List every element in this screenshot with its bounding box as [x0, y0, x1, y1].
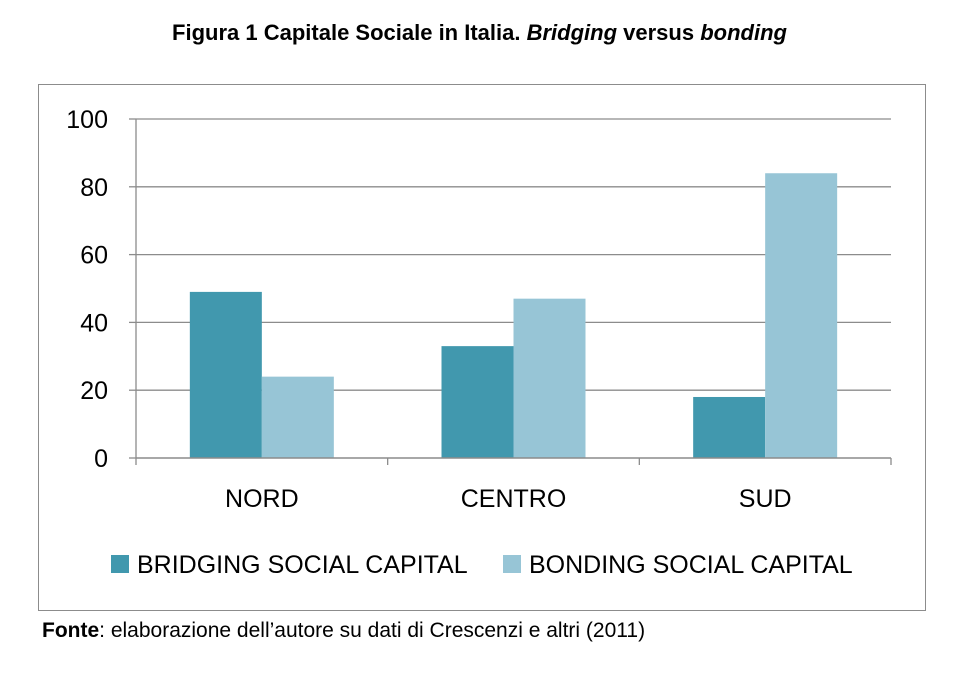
y-tick-label: 80: [80, 174, 108, 202]
y-tick-label: 40: [80, 309, 108, 337]
chart-frame: [38, 84, 926, 611]
legend-swatch-bridging: [111, 555, 129, 573]
bar-bridging-nord: [189, 291, 262, 458]
bar-bonding-nord: [261, 376, 334, 458]
figure-title-italic-bridging: Bridging: [526, 20, 618, 45]
figure-title-prefix: Figura 1 Capitale Sociale in Italia.: [172, 20, 527, 45]
figure-title: Figura 1 Capitale Sociale in Italia. Bri…: [0, 20, 959, 46]
legend-swatch-bonding: [503, 555, 521, 573]
source-text: : elaborazione dell’autore su dati di Cr…: [99, 619, 646, 642]
source-label: Fonte: [42, 619, 100, 642]
bar-bonding-centro: [513, 298, 586, 458]
y-tick-label: 60: [80, 242, 108, 270]
legend-label-bonding: BONDING SOCIAL CAPITAL: [529, 551, 853, 579]
y-tick-label: 20: [80, 377, 108, 405]
bar-bridging-centro: [441, 346, 514, 458]
y-tick-label: 100: [66, 106, 108, 134]
figure-title-mid: versus: [617, 20, 701, 45]
bar-bonding-sud: [765, 173, 838, 459]
legend-label-bridging: BRIDGING SOCIAL CAPITAL: [137, 551, 468, 579]
source-note: Fonte: elaborazione dell’autore su dati …: [42, 619, 645, 643]
y-tick-label: 0: [94, 445, 108, 473]
x-tick-label: SUD: [739, 485, 792, 513]
figure-title-italic-bonding: bonding: [700, 20, 787, 45]
x-tick-label: NORD: [225, 485, 299, 513]
bar-bridging-sud: [693, 396, 766, 458]
x-tick-label: CENTRO: [461, 485, 567, 513]
